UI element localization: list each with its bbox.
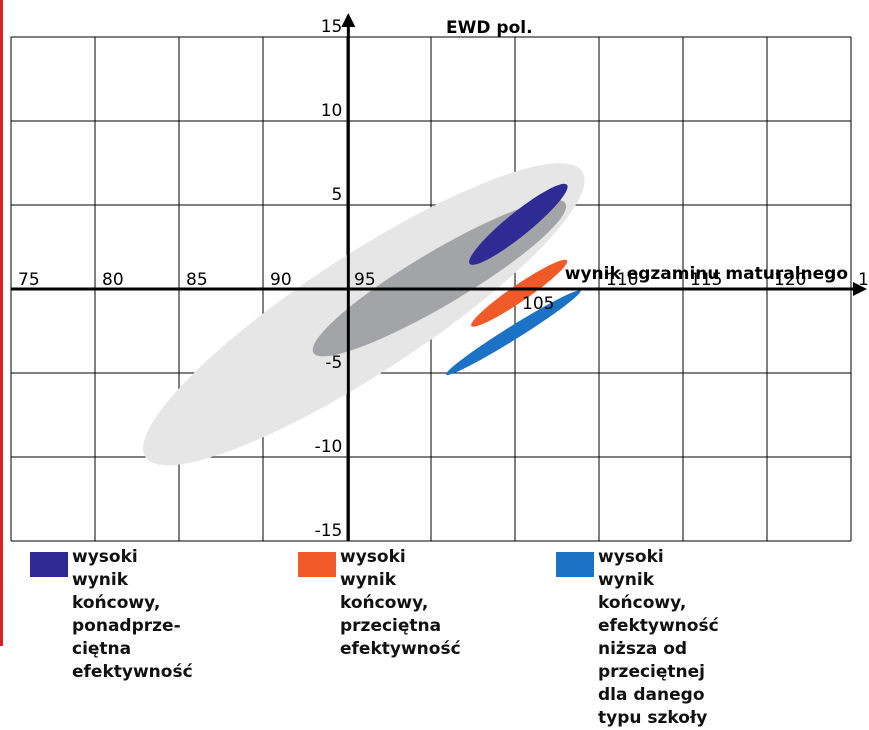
x-tick-label: 75: [18, 270, 40, 290]
x-tick-label: 120: [774, 270, 806, 290]
y-tick-label: -10: [315, 437, 343, 457]
y-tick-label: -15: [315, 521, 343, 541]
y-tick-label: 15: [321, 17, 343, 37]
region-ellipse-3: [471, 259, 568, 327]
legend-swatch-blue: [556, 552, 594, 577]
y-tick-labels: 15 10 5 -5 -10 -15: [315, 17, 343, 541]
x-tick-label: 80: [102, 270, 124, 290]
y-tick-label: -5: [325, 353, 342, 373]
legend-label: wysoki wynik końcowy, przeciętna efektyw…: [340, 547, 461, 659]
chart-canvas: 7580859095105110115120125 15105-5-10-15 …: [10, 13, 869, 542]
x-tick-label: 110: [606, 270, 638, 290]
x-tick-label: 125: [858, 270, 869, 290]
x-tick-label: 115: [690, 270, 722, 290]
x-axis-title: wynik egzaminu maturalnego: [565, 264, 848, 284]
legend-swatch-dark-blue: [30, 552, 68, 577]
y-tick-label: 10: [321, 101, 343, 121]
legend-swatch-orange: [298, 552, 336, 577]
x-tick-label: 85: [186, 270, 208, 290]
legend-label: wysoki wynik końcowy, ponadprze- ciętna …: [72, 547, 193, 682]
x-tick-label: 90: [270, 270, 292, 290]
regions: [143, 163, 585, 466]
x-tick-label: 105: [522, 294, 554, 314]
axes: [11, 13, 867, 541]
y-tick-label: 5: [332, 185, 343, 205]
x-axis-arrow: [853, 282, 867, 296]
legend-label: wysoki wynik końcowy, efektywność niższa…: [598, 547, 719, 728]
region-ellipse-2: [469, 183, 568, 265]
y-axis-title: EWD pol.: [446, 18, 533, 38]
x-tick-labels: 75 80 85 90 95 105 110 115 120 125: [18, 270, 869, 314]
y-axis-arrow: [341, 13, 356, 27]
left-border-rule: [0, 0, 3, 646]
region-ellipse-4: [446, 290, 581, 376]
x-tick-label: 95: [354, 270, 376, 290]
